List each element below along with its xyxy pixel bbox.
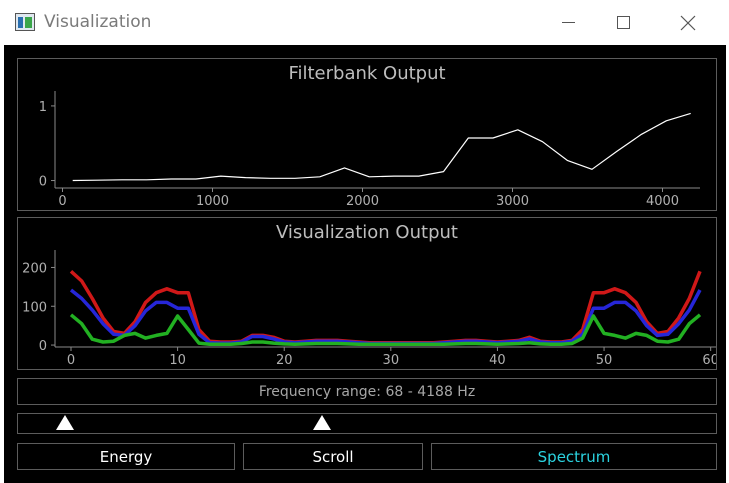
maximize-icon [616, 16, 630, 29]
visualization-x-tick-label: 20 [276, 353, 293, 368]
visualization-x-tick-label: 40 [489, 353, 506, 368]
minimize-icon [561, 22, 575, 23]
close-button[interactable] [646, 0, 729, 45]
visualization-y-tick-label: 200 [22, 261, 47, 276]
visualization-series-line-1 [69, 288, 702, 346]
visualization-y-tick-label: 0 [39, 339, 47, 354]
window-title: Visualization [44, 12, 152, 32]
visualization-chart: 0 10 20 30 40 50 60 0 100 200 [22, 250, 716, 368]
title-bar: Visualization [0, 0, 729, 45]
visualization-x-tick-label: 10 [169, 353, 186, 368]
filterbank-x-tick-label: 3000 [496, 194, 529, 209]
visualization-output-plot[interactable]: Visualization Output 0 10 20 30 40 50 60 0 100 20… [17, 217, 717, 370]
app-chart-icon [15, 13, 35, 31]
visualization-x-tick-label: 30 [383, 353, 400, 368]
filterbank-x-tick-label: 2000 [346, 194, 379, 209]
visualization-plot-title: Visualization Output [276, 222, 458, 243]
scroll-button[interactable]: Scroll [243, 443, 423, 470]
visualization-series-line-2 [69, 313, 702, 347]
filterbank-y-tick-label: 0 [39, 175, 47, 190]
filterbank-y-tick-label: 1 [39, 100, 47, 115]
range-low-handle[interactable] [56, 415, 75, 430]
filterbank-output-plot[interactable]: Filterbank Output 0 1000 2000 3000 4000 0 1 [17, 58, 717, 211]
visualization-x-tick-label: 50 [596, 353, 613, 368]
spectrum-button[interactable]: Spectrum [431, 443, 717, 470]
visualization-x-tick-label: 0 [67, 353, 75, 368]
filterbank-chart: 0 1000 2000 3000 4000 0 1 [39, 91, 700, 209]
window-client-area: Filterbank Output 0 1000 2000 3000 4000 0 1 Vi… [4, 45, 726, 483]
filterbank-x-tick-label: 0 [58, 194, 66, 209]
energy-button[interactable]: Energy [17, 443, 235, 470]
frequency-range-label: Frequency range: 68 - 4188 Hz [17, 378, 717, 405]
maximize-button[interactable] [600, 0, 646, 45]
filterbank-plot-title: Filterbank Output [288, 63, 446, 84]
visualization-x-tick-label: 60 [702, 353, 716, 368]
minimize-button[interactable] [545, 0, 591, 45]
filterbank-x-tick-label: 4000 [646, 194, 679, 209]
visualization-y-tick-label: 100 [22, 300, 47, 315]
filterbank-series-line-0 [72, 112, 691, 182]
close-icon [680, 15, 695, 30]
range-high-handle[interactable] [312, 415, 331, 430]
filterbank-x-tick-label: 1000 [196, 194, 229, 209]
frequency-range-slider[interactable] [17, 413, 717, 434]
